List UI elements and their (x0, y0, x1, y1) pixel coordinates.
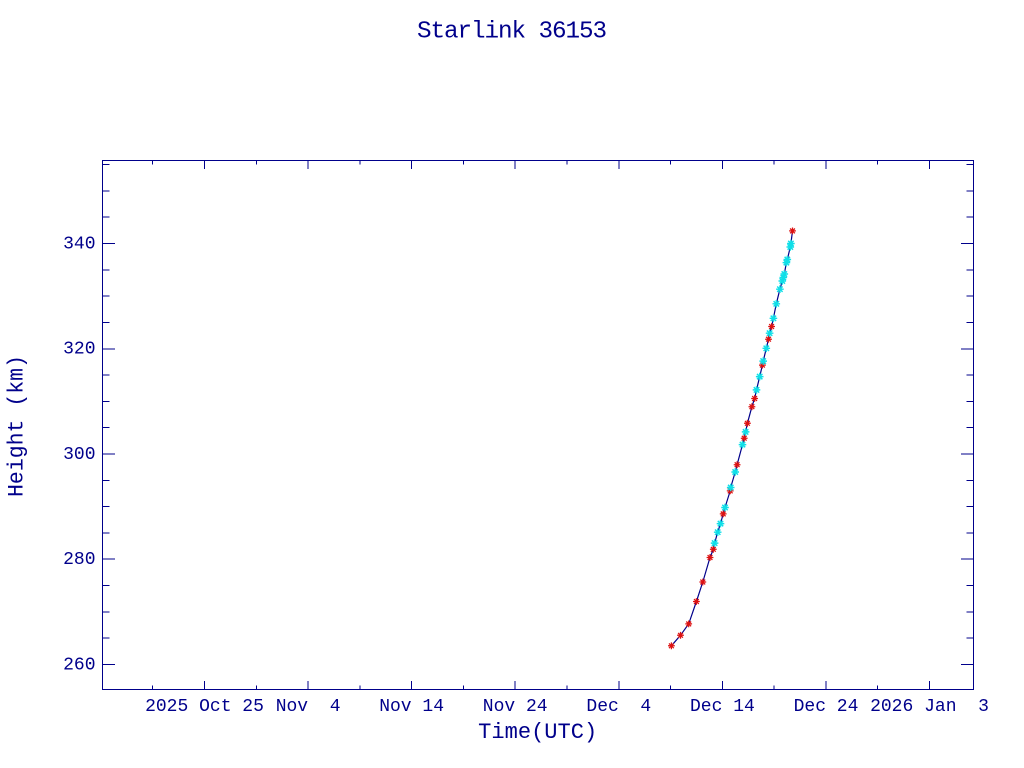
svg-text:Height (km): Height (km) (5, 355, 30, 497)
svg-text:340: 340 (63, 234, 95, 254)
svg-text:2026 Jan 3: 2026 Jan 3 (870, 697, 989, 717)
svg-text:2025 Oct 25: 2025 Oct 25 (145, 697, 264, 717)
svg-text:Time(UTC): Time(UTC) (478, 720, 597, 745)
svg-text:Dec 24: Dec 24 (794, 697, 859, 717)
svg-text:Dec 14: Dec 14 (690, 697, 755, 717)
svg-text:Nov 4: Nov 4 (276, 697, 341, 717)
svg-text:320: 320 (63, 340, 95, 360)
svg-text:Nov 24: Nov 24 (483, 697, 548, 717)
svg-text:280: 280 (63, 550, 95, 570)
svg-text:260: 260 (63, 655, 95, 675)
svg-text:Nov 14: Nov 14 (379, 697, 444, 717)
svg-text:Dec 4: Dec 4 (586, 697, 651, 717)
svg-text:Starlink 36153: Starlink 36153 (417, 19, 606, 46)
svg-text:300: 300 (63, 445, 95, 465)
